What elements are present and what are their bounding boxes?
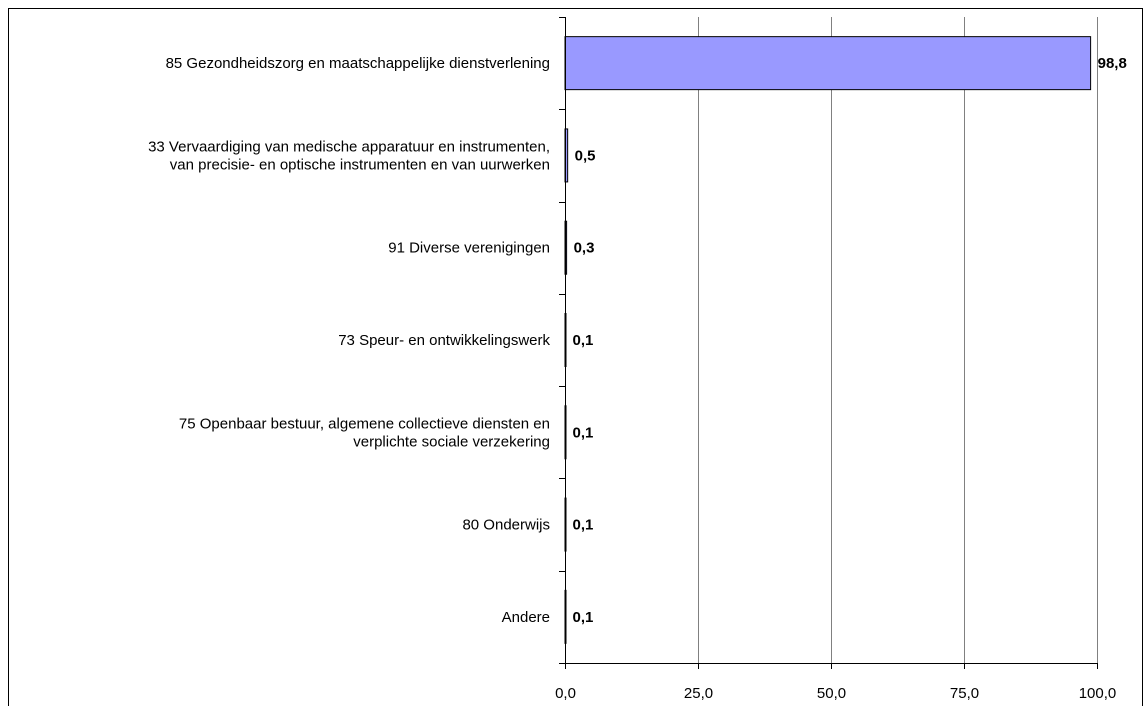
category-label: 80 Onderwijs	[462, 517, 550, 534]
value-label: 0,3	[574, 240, 595, 257]
value-label: 0,1	[573, 609, 594, 626]
axes	[559, 17, 1098, 669]
category-label-line: 85 Gezondheidszorg en maatschappelijke d…	[166, 55, 550, 72]
category-label: Andere	[502, 609, 550, 626]
value-label: 0,1	[573, 517, 594, 534]
x-tick-label: 25,0	[684, 685, 713, 702]
category-label-line: 91 Diverse verenigingen	[388, 240, 550, 257]
category-label-line: 33 Vervaardiging van medische apparatuur…	[148, 138, 550, 155]
category-label-line: 75 Openbaar bestuur, algemene collectiev…	[179, 415, 550, 432]
category-label-line: verplichte sociale verzekering	[353, 433, 550, 450]
x-tick-label: 50,0	[817, 685, 846, 702]
value-label: 0,5	[575, 147, 596, 164]
value-label: 0,1	[573, 424, 594, 441]
x-tick-label: 75,0	[950, 685, 979, 702]
category-label: 73 Speur- en ontwikkelingswerk	[338, 332, 550, 349]
value-label: 0,1	[573, 332, 594, 349]
category-label-line: van precisie- en optische instrumenten e…	[170, 156, 550, 173]
labels: 98,8 85 Gezondheidszorg en maatschappelij…	[148, 55, 1127, 702]
category-label: 33 Vervaardiging van medische apparatuur…	[148, 138, 550, 173]
x-tick-label: 100,0	[1079, 685, 1117, 702]
bar	[564, 36, 1092, 91]
category-label-line: 73 Speur- en ontwikkelingswerk	[338, 332, 550, 349]
chart-border	[8, 8, 1143, 706]
category-label-line: Andere	[502, 609, 550, 626]
category-label: 75 Openbaar bestuur, algemene collectiev…	[179, 415, 550, 450]
category-label-line: 80 Onderwijs	[462, 517, 550, 534]
grid	[698, 17, 1098, 663]
category-label: 91 Diverse verenigingen	[388, 240, 550, 257]
value-label: 98,8	[1098, 55, 1127, 72]
x-tick-label: 0,0	[555, 685, 576, 702]
category-label: 85 Gezondheidszorg en maatschappelijke d…	[166, 55, 550, 72]
